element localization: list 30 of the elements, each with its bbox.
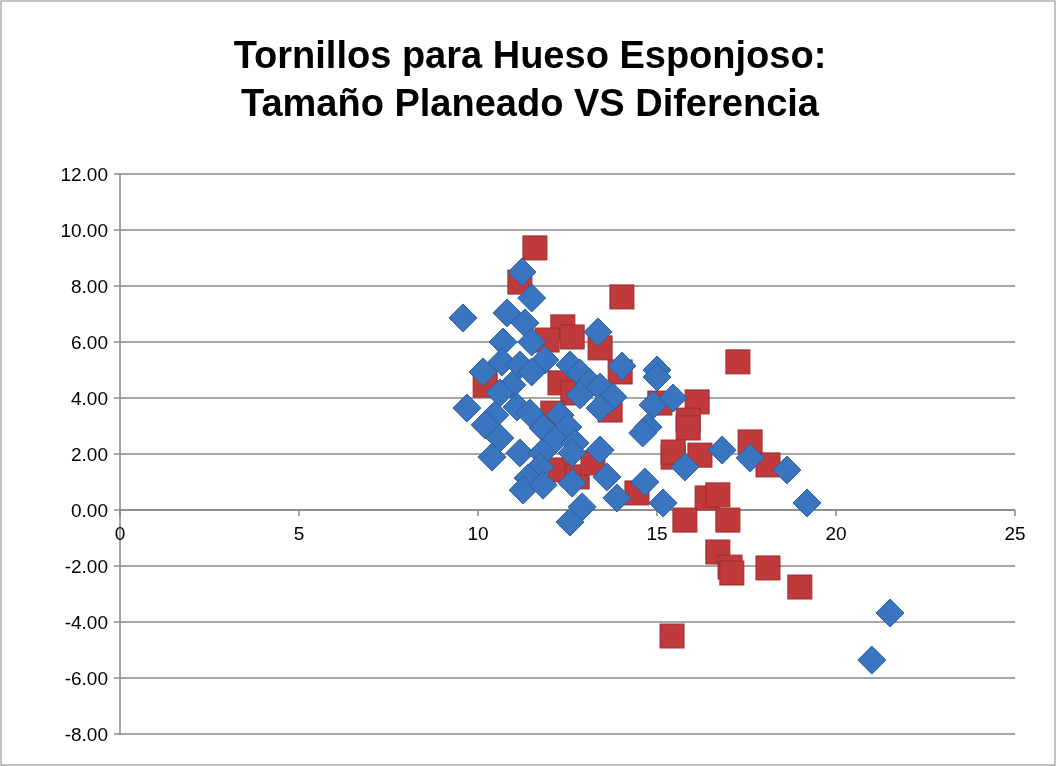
point: [755, 555, 781, 581]
point: [559, 324, 585, 350]
y-tick-label: -2.00: [64, 555, 108, 577]
y-tick-label: 4.00: [71, 387, 108, 409]
x-tick-label: 10: [467, 523, 489, 544]
point: [609, 284, 635, 310]
point: [659, 623, 685, 649]
y-tick-label: -4.00: [64, 611, 108, 633]
y-tick-label: 10.00: [60, 219, 108, 241]
point: [522, 235, 548, 261]
x-tick-label: 20: [825, 523, 847, 544]
point: [675, 415, 701, 441]
chart-title: Tornillos para Hueso Esponjoso: Tamaño Planeado VS Diferencia: [233, 34, 827, 124]
y-tick-label: 12.00: [60, 163, 108, 185]
y-tick-label: -6.00: [64, 667, 108, 689]
y-tick-label: 8.00: [71, 275, 108, 297]
point: [672, 507, 698, 533]
point: [725, 349, 751, 375]
x-tick-label: 15: [646, 523, 668, 544]
point: [705, 482, 731, 508]
point: [787, 574, 813, 600]
y-tick-label: 0.00: [71, 499, 108, 521]
point: [715, 507, 741, 533]
x-tick-label: 5: [293, 523, 305, 544]
y-tick-label: -8.00: [64, 723, 108, 745]
y-tick-label: 2.00: [71, 443, 108, 465]
x-tick-label: 25: [1004, 523, 1026, 544]
point: [719, 560, 745, 586]
y-tick-label: 6.00: [71, 331, 108, 353]
x-tick-label: 0: [114, 523, 126, 544]
